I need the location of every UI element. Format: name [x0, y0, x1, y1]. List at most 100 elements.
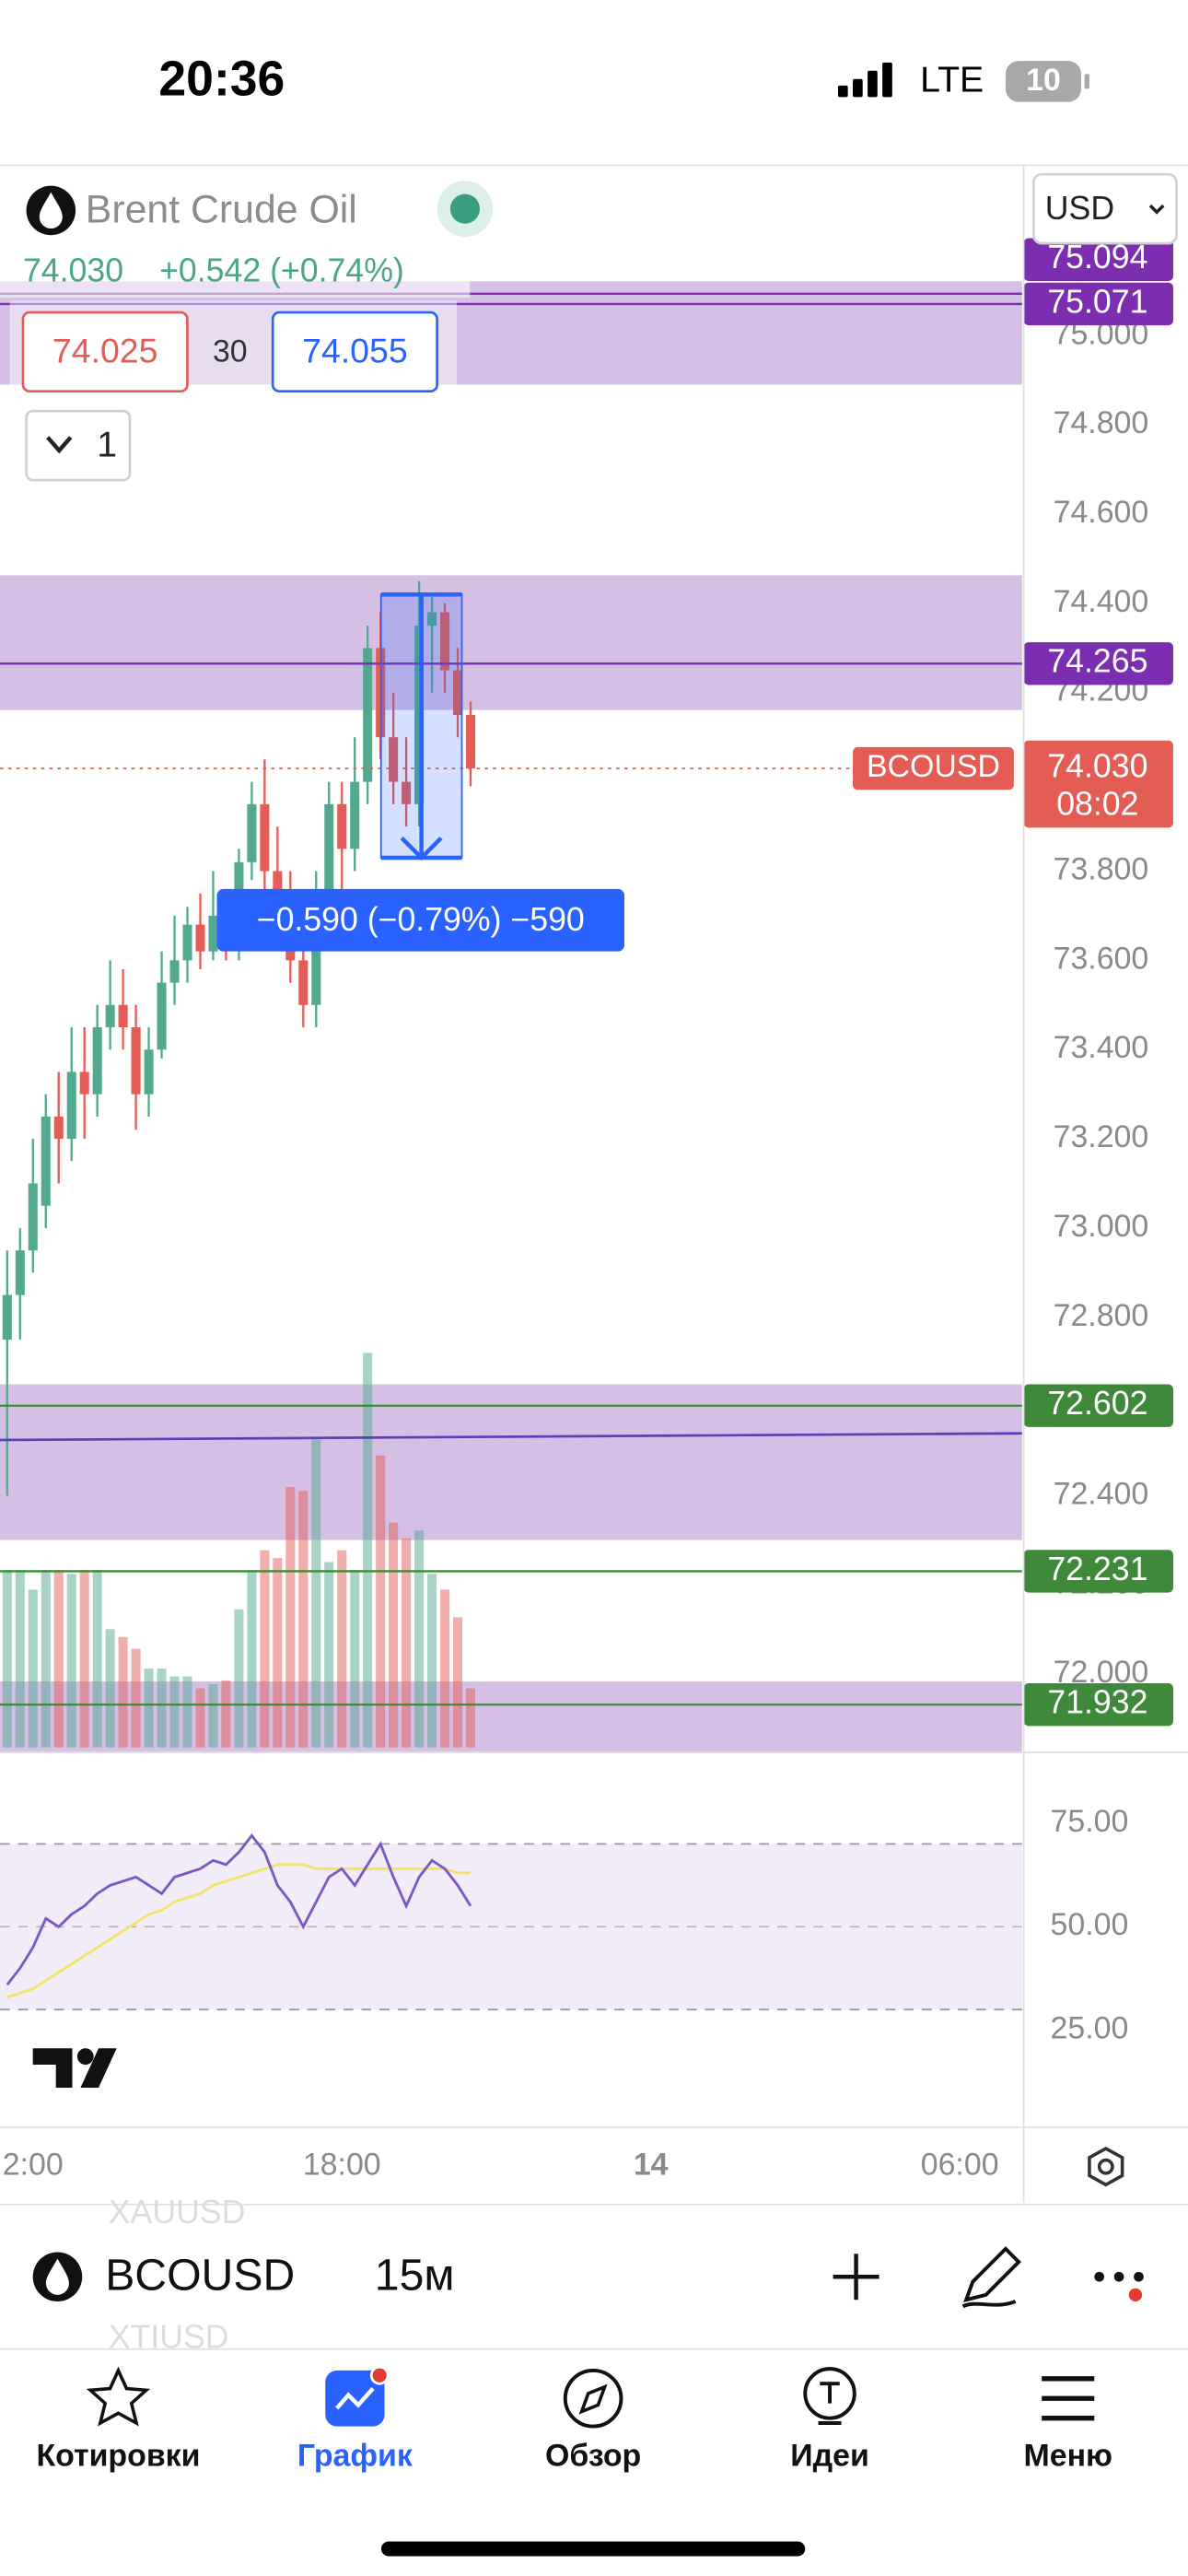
tab-label[interactable]: Котировки — [36, 2438, 200, 2473]
tab-label[interactable]: Обзор — [545, 2438, 641, 2473]
drop-icon — [45, 2258, 69, 2295]
y-tick-label: 74.400 — [1054, 584, 1149, 619]
signal-bar — [837, 85, 848, 98]
level-label-box — [1023, 1550, 1173, 1593]
zone — [0, 575, 1022, 710]
indicator-count: 1 — [97, 425, 117, 465]
settings-icon[interactable] — [1088, 2147, 1124, 2187]
volume-bar — [105, 1629, 115, 1748]
candle-body — [337, 803, 347, 849]
y-tick-label: 74.600 — [1054, 495, 1149, 530]
price-change: +0.542 (+0.74%) — [159, 252, 404, 289]
notification-dot — [1128, 2288, 1143, 2301]
symbol-tag-box — [853, 746, 1014, 790]
volume-bar — [2, 1569, 12, 1748]
candle-body — [427, 612, 437, 626]
volume-bar — [363, 1352, 373, 1748]
volume-bar — [311, 1439, 321, 1748]
tab-label[interactable]: Меню — [1024, 2438, 1113, 2473]
level-label: 72.231 — [1047, 1551, 1147, 1587]
volume-bar — [28, 1589, 38, 1748]
ghost-symbol: XAUUSD — [109, 2194, 246, 2231]
candle-body — [298, 960, 309, 1005]
level-label: 75.071 — [1047, 283, 1147, 320]
candle-body — [41, 1116, 51, 1206]
battery — [1005, 61, 1082, 102]
signal-bar — [882, 62, 892, 98]
draw-button[interactable] — [961, 2246, 1021, 2309]
signal-bar — [853, 78, 863, 98]
network: LTE — [920, 60, 984, 100]
market-status-dot — [449, 193, 480, 224]
tab-label[interactable]: Идеи — [790, 2438, 869, 2473]
volume-bar — [144, 1669, 154, 1748]
status-bar — [0, 0, 1188, 165]
candle-body — [389, 737, 399, 782]
battery-level: 10 — [1026, 63, 1061, 98]
indicators-toggle[interactable] — [25, 409, 132, 482]
buy-button[interactable] — [271, 310, 438, 393]
volume-bar — [208, 1684, 218, 1748]
y-tick-label: 73.600 — [1054, 941, 1149, 976]
volume-bar — [376, 1455, 386, 1748]
candle-body — [182, 924, 192, 961]
volume-bar — [41, 1569, 51, 1748]
candle-body — [260, 803, 270, 872]
spread: 30 — [213, 334, 248, 369]
logo — [80, 2048, 117, 2089]
volume-bar — [66, 1574, 76, 1748]
candle-body — [157, 982, 167, 1050]
interval[interactable]: 15м — [375, 2251, 455, 2301]
more-dot — [1134, 2271, 1144, 2282]
level-label-box — [1023, 1683, 1173, 1727]
logo — [76, 2048, 94, 2066]
candle-body — [363, 648, 373, 782]
chevron — [1148, 204, 1165, 215]
volume-bar — [414, 1530, 425, 1748]
symbol-tag: BCOUSD — [867, 749, 1000, 784]
more-dot[interactable] — [1094, 2271, 1105, 2282]
candle-body — [131, 1027, 141, 1095]
level-label: 74.265 — [1047, 643, 1147, 680]
volume-bar — [169, 1676, 180, 1748]
volume-bar — [182, 1676, 192, 1748]
volume-bar — [273, 1558, 283, 1748]
candle-body — [118, 1004, 128, 1028]
volume-bar — [157, 1669, 167, 1748]
volume-bar — [389, 1522, 399, 1748]
candle-body — [144, 1049, 154, 1095]
ohlc-strip — [0, 248, 471, 298]
rsi-tick-label: 25.00 — [1051, 2011, 1129, 2046]
tab-label[interactable]: График — [297, 2438, 413, 2473]
add-button[interactable] — [833, 2254, 879, 2301]
candle-body — [105, 1004, 115, 1028]
x-tick-label: 14 — [634, 2148, 669, 2183]
zone — [0, 1384, 1022, 1540]
y-tick-label: 74.800 — [1054, 405, 1149, 440]
candle-body — [169, 960, 180, 983]
currency-select[interactable] — [1031, 172, 1178, 245]
candle-body — [465, 714, 476, 769]
measure-label: −0.590 (−0.79%) −590 — [257, 901, 585, 938]
chevron — [46, 436, 73, 454]
last-price-label: 74.030 — [1047, 748, 1147, 785]
y-tick-label: 73.200 — [1054, 1119, 1149, 1154]
toolbar-symbol[interactable]: BCOUSD — [105, 2251, 295, 2301]
measure-arrow — [380, 591, 462, 861]
level-label: 71.932 — [1047, 1684, 1147, 1721]
tab-icon — [563, 2368, 623, 2429]
volume-bar — [53, 1569, 64, 1748]
volume-bar — [118, 1636, 128, 1748]
level-label: 72.602 — [1047, 1385, 1147, 1422]
y-tick-label: 73.800 — [1054, 851, 1149, 886]
sell-price: 74.025 — [52, 332, 158, 370]
rsi-tick-label: 75.00 — [1051, 1804, 1129, 1839]
candle-body — [452, 670, 463, 715]
volume-bar — [324, 1562, 334, 1748]
x-tick-label: 06:00 — [921, 2148, 999, 2183]
sell-button[interactable] — [21, 310, 189, 393]
tab-icon — [335, 2387, 375, 2410]
rsi-ma-line — [6, 1863, 472, 1999]
symbol-name: Brent Crude Oil — [86, 188, 357, 232]
volume-bar — [221, 1680, 231, 1748]
